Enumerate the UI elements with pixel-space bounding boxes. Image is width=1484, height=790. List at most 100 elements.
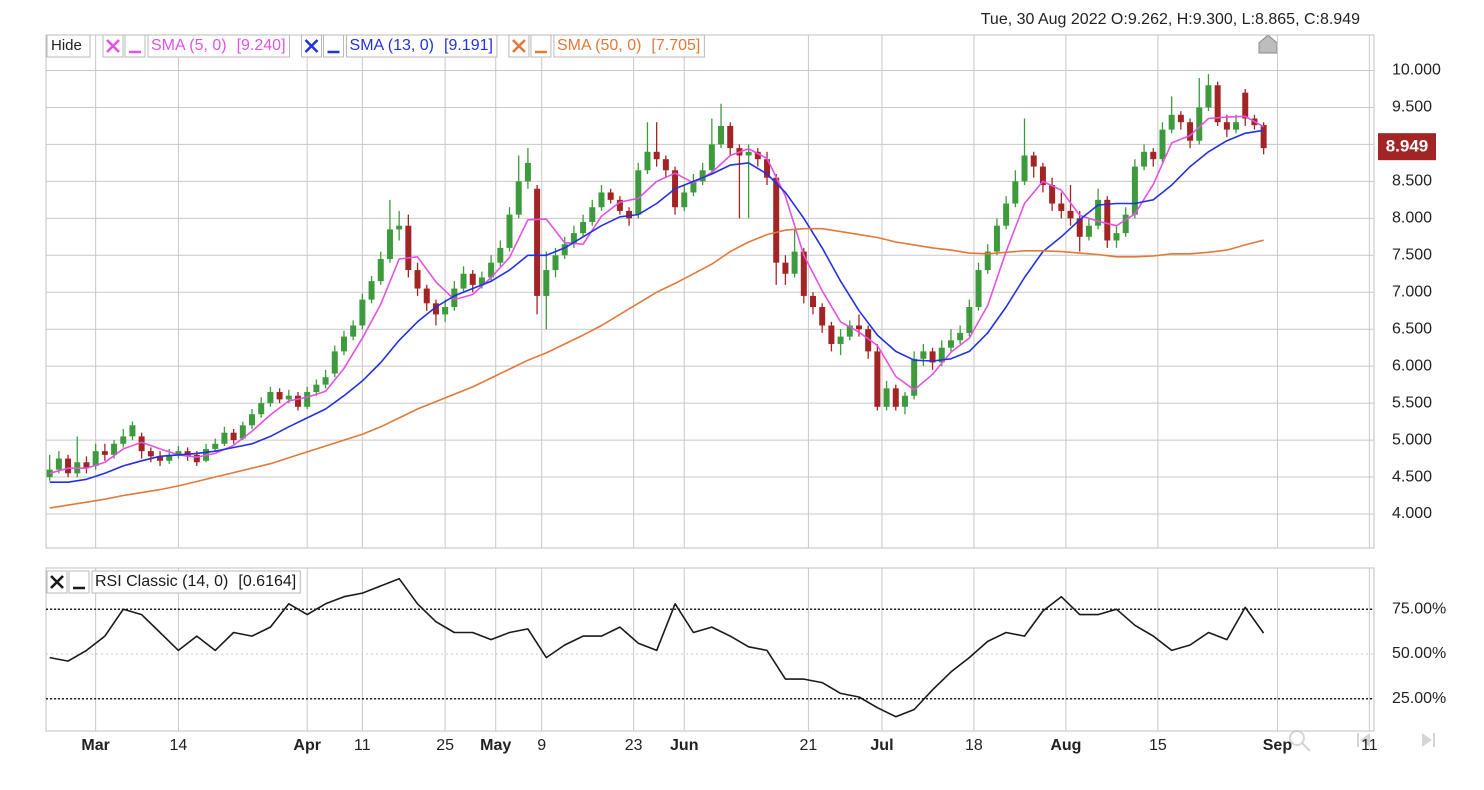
plot-frame [45,567,1375,732]
legend-minimize[interactable] [530,34,552,58]
x-tick-label: Jul [870,737,893,754]
candle-body [120,436,127,444]
candle-body [635,170,642,215]
candle-body [1150,151,1157,160]
candle-body [745,151,752,156]
y-tick-label: 75.00% [1392,600,1446,617]
candle-body [708,144,715,171]
scroll-top-icon[interactable] [1258,34,1278,54]
x-tick-label: 14 [170,737,188,754]
candle-body [239,425,246,439]
x-tick-label: 9 [537,737,546,754]
candle-body [442,307,449,315]
candle-body [515,181,522,215]
candle-body [598,192,605,208]
legend: Hide SMA (5, 0) [9.240] SMA (13, 0) [9.191] S… [46,34,705,58]
candle-body [322,377,329,385]
candle-body [837,336,844,344]
legend-minimize[interactable] [124,34,146,58]
legend-item [553,34,705,58]
candle-body [718,125,725,145]
x-tick-label: 11 [354,737,371,754]
candle-body [1085,225,1092,237]
x-tick-label: Aug [1050,737,1081,754]
candle-body [1242,92,1249,119]
last-price-tag [1378,133,1436,161]
candle-body [920,351,927,359]
candle-body [1104,199,1111,241]
candle-body [947,340,954,348]
last-price-label: 8.949 [1386,137,1429,156]
candle-body [1177,114,1184,123]
legend-remove-icon [304,39,319,53]
candle-body [221,432,228,444]
candle-body [855,325,862,330]
candle-body [212,443,219,449]
candle-body [570,233,577,245]
prev-icon[interactable] [1360,733,1370,747]
candle-body [993,225,1000,252]
y-tick-label: 6.500 [1392,320,1432,337]
candle-body [626,210,633,219]
y-tick-label: 7.500 [1392,246,1432,263]
candle-body [414,270,421,289]
y-tick-label: 10.000 [1392,62,1441,79]
candle-body [377,258,384,282]
next-icon[interactable] [1422,733,1432,747]
candle-body [764,159,771,178]
candle-body [451,288,458,308]
candle-body [230,432,237,441]
candle-body [276,392,283,400]
candle-body [193,454,200,463]
y-tick-label: 7.000 [1392,283,1432,300]
legend-minimize[interactable] [323,34,345,58]
legend-minimize[interactable] [68,570,90,594]
candle-body [644,151,651,171]
candle-body [138,436,145,452]
candle-body [957,332,964,341]
candle-body [359,299,366,326]
legend-remove-icon [50,575,64,589]
candle-body [405,225,412,271]
candle-body [1067,210,1074,219]
candle-body [616,199,623,211]
candle-body [810,295,817,308]
candle-body [497,247,504,263]
candle-body [865,329,872,352]
y-tick-label: 50.00% [1392,645,1446,662]
candle-body [350,325,357,337]
hide-button[interactable] [46,34,91,58]
candle-body [800,251,807,296]
legend-value: [0.6164] [238,573,296,590]
candle-body [1113,233,1120,241]
candle-body [469,273,476,285]
series-line [49,115,1264,475]
candle-body [92,451,99,466]
y-tick-label: 4.000 [1392,505,1432,522]
candle-body [1076,218,1083,237]
legend-item [346,34,498,58]
candle-body [1095,199,1102,226]
candle-body [552,255,559,271]
x-tick-label: Jun [670,737,698,754]
candle-body [754,151,761,160]
candle-body [938,347,945,363]
candle-body [911,358,918,396]
candle-body [874,351,881,407]
series-line [49,227,1264,509]
candle-body [304,392,311,407]
price-panel: 4.000 4.500 5.000 5.500 6.000 6.500 7.000 7.500… [45,34,1441,549]
candle-body [488,262,495,278]
candle-body [111,443,118,455]
candle-body [662,159,669,171]
candle-body [129,425,136,437]
candle-body [1214,85,1221,123]
candle-body [157,456,164,461]
candle-body [1030,155,1037,167]
legend-name: RSI Classic (14, 0) [95,573,228,590]
y-tick-label: 5.500 [1392,394,1432,411]
y-tick-label: 8.500 [1392,173,1432,190]
x-tick-label: 11 [1361,737,1378,754]
